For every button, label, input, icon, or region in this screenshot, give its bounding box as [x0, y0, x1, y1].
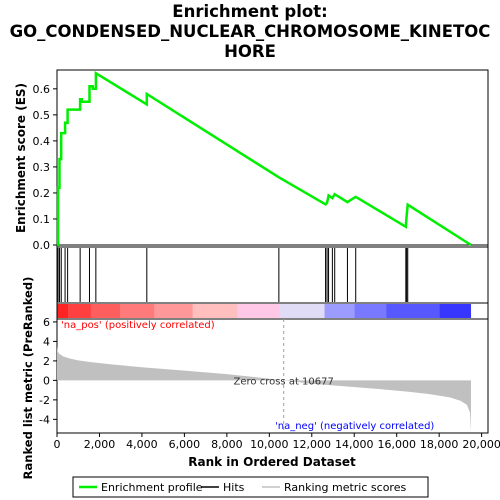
metric-y-tick-label: -4 [39, 413, 50, 426]
title-line-2: GO_CONDENSED_NUCLEAR_CHROMOSOME_KINETOC [9, 22, 491, 41]
title-line-3: HORE [224, 42, 276, 61]
metric-y-tick-label: -2 [39, 394, 50, 407]
metric-x-tick-label: 8,000 [211, 438, 243, 451]
metric-x-tick-label: 16,000 [377, 438, 416, 451]
color-bar-segment [386, 304, 440, 318]
legend-metric-label: Ranking metric scores [284, 481, 406, 494]
metric-y-axis-label: Ranked list metric (PreRanked) [21, 277, 35, 480]
metric-x-tick-label: 20,000 [462, 438, 500, 451]
color-bar-segment [324, 304, 355, 318]
legend: Enrichment profile Hits Ranking metric s… [72, 476, 429, 498]
legend-enrichment-label: Enrichment profile [101, 481, 203, 494]
color-bar-segment [279, 304, 325, 318]
metric-y-tick-label: 4 [43, 335, 50, 348]
color-bar-segment [354, 304, 387, 318]
color-bar-segment [90, 304, 121, 318]
color-bar-segment [439, 304, 472, 318]
color-bar-segments [57, 304, 472, 318]
es-y-axis-label: Enrichment score (ES) [14, 83, 28, 233]
hit-lines [57, 248, 409, 302]
hits-panel [56, 246, 489, 304]
zero-cross-label: Zero cross at 10677 [234, 376, 334, 387]
metric-x-tick-label: 6,000 [169, 438, 201, 451]
es-y-ticks: 0.0 0.1 0.2 0.3 0.4 0.5 0.6 [33, 83, 57, 252]
ranking-metric-area [57, 346, 471, 432]
title-line-1: Enrichment plot: [172, 2, 328, 21]
es-plot-area [56, 69, 489, 248]
metric-x-tick-label: 18,000 [420, 438, 459, 451]
color-bar-segment [192, 304, 238, 318]
legend-hits-label: Hits [223, 481, 245, 494]
metric-plot-area [56, 318, 489, 434]
color-bar-segment [57, 304, 69, 318]
es-y-tick-label: 0.2 [33, 187, 51, 200]
metric-x-tick-label: 12,000 [293, 438, 332, 451]
es-y-tick-label: 0.6 [33, 83, 51, 96]
metric-panel: Zero cross at 10677 'na_pos' (positively… [21, 277, 500, 480]
metric-x-tick-label: 2,000 [84, 438, 116, 451]
rank-color-bar [56, 302, 489, 320]
es-y-tick-label: 0.4 [33, 135, 51, 148]
color-bar-segment [120, 304, 155, 318]
color-bar-segment [154, 304, 193, 318]
enrichment-profile-line [56, 70, 472, 247]
pos-label: 'na_pos' (positively correlated) [61, 320, 215, 331]
es-y-tick-label: 0.3 [33, 161, 51, 174]
metric-y-ticks: 6 4 2 0 -2 -4 [39, 316, 57, 426]
es-y-tick-label: 0.0 [33, 239, 51, 252]
legend-frame [72, 476, 429, 498]
metric-x-ticks: 0 2,000 4,000 6,000 8,000 10,000 12,000 14,000 1… [54, 433, 500, 451]
es-panel: 0.0 0.1 0.2 0.3 0.4 0.5 0.6 Enrichment score (… [14, 69, 489, 252]
page-title: Enrichment plot: GO_CONDENSED_NUCLEAR_CH… [0, 2, 500, 62]
metric-y-tick-label: 6 [43, 316, 50, 329]
color-bar-segment [68, 304, 91, 318]
color-bar-segment [237, 304, 280, 318]
metric-x-tick-label: 10,000 [250, 438, 289, 451]
metric-x-tick-label: 14,000 [335, 438, 374, 451]
metric-y-tick-label: 2 [43, 355, 50, 368]
neg-label: 'na_neg' (negatively correlated) [275, 421, 434, 432]
es-y-tick-label: 0.1 [33, 213, 51, 226]
metric-x-tick-label: 0 [54, 438, 61, 451]
metric-y-tick-label: 0 [43, 374, 50, 387]
metric-x-tick-label: 4,000 [126, 438, 158, 451]
metric-x-axis-label: Rank in Ordered Dataset [188, 455, 356, 469]
hits-plot-area [56, 246, 489, 304]
es-y-tick-label: 0.5 [33, 109, 51, 122]
